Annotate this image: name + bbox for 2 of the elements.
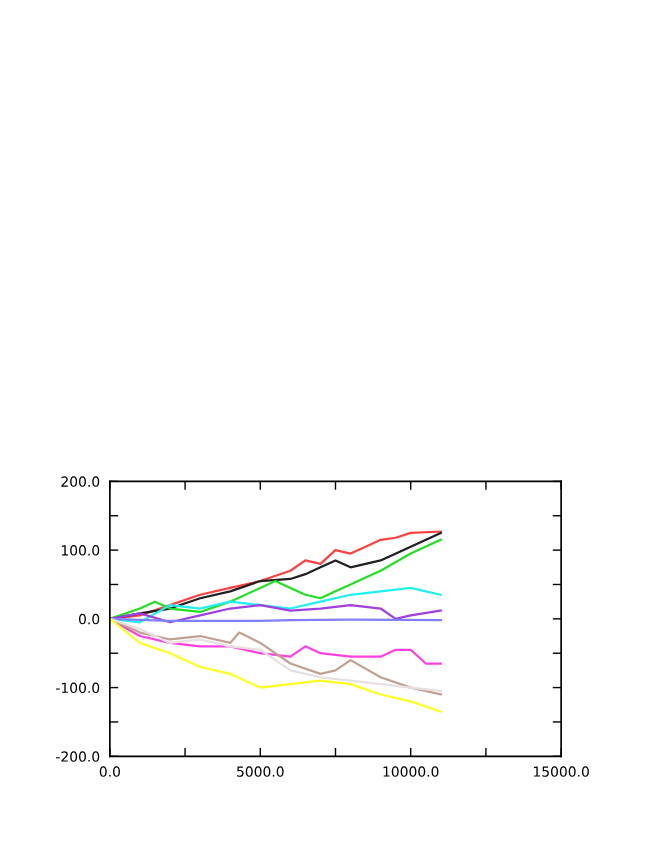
line-series: [109, 617, 442, 713]
line-series: [109, 603, 442, 624]
